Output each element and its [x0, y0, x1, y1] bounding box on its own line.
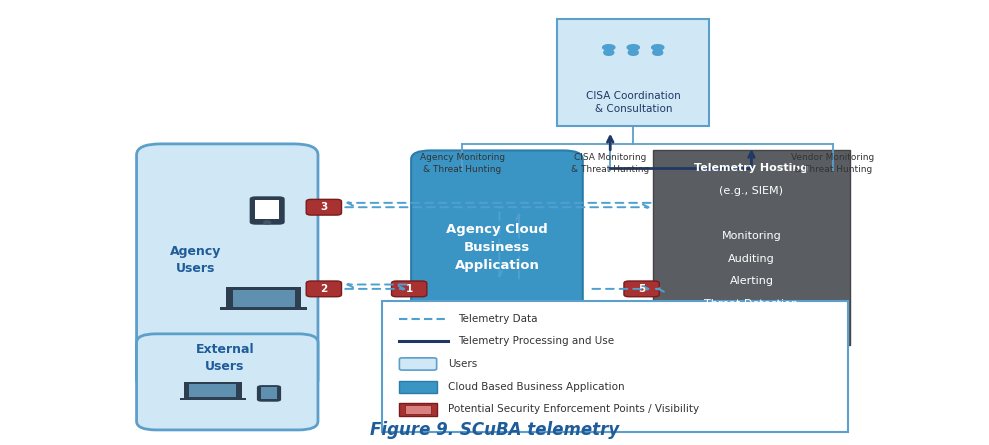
FancyBboxPatch shape: [136, 144, 318, 391]
Text: Telemetry Processing and Use: Telemetry Processing and Use: [458, 336, 614, 346]
Text: Alerting: Alerting: [730, 276, 773, 287]
FancyBboxPatch shape: [307, 281, 341, 297]
FancyBboxPatch shape: [557, 20, 709, 126]
FancyBboxPatch shape: [628, 49, 639, 56]
Text: Agency Monitoring
& Threat Hunting: Agency Monitoring & Threat Hunting: [419, 153, 504, 174]
Text: (e.g., SIEM): (e.g., SIEM): [719, 186, 783, 196]
FancyBboxPatch shape: [136, 334, 318, 430]
FancyBboxPatch shape: [189, 384, 236, 397]
Text: CISA Monitoring
& Threat Hunting: CISA Monitoring & Threat Hunting: [571, 153, 650, 174]
Text: Cloud Based Business Application: Cloud Based Business Application: [448, 382, 625, 392]
FancyBboxPatch shape: [184, 382, 241, 399]
FancyBboxPatch shape: [400, 358, 436, 370]
FancyBboxPatch shape: [260, 387, 278, 399]
FancyBboxPatch shape: [180, 397, 245, 400]
FancyBboxPatch shape: [624, 281, 660, 297]
FancyBboxPatch shape: [603, 49, 614, 56]
Text: CISA Coordination
& Consultation: CISA Coordination & Consultation: [585, 91, 680, 114]
Circle shape: [264, 221, 271, 224]
Text: 2: 2: [320, 284, 327, 294]
FancyBboxPatch shape: [307, 199, 341, 215]
Text: Figure 9. SCuBA telemetry: Figure 9. SCuBA telemetry: [370, 421, 619, 439]
FancyBboxPatch shape: [392, 281, 427, 297]
Text: Auditing: Auditing: [728, 254, 774, 264]
Circle shape: [602, 44, 615, 50]
FancyBboxPatch shape: [255, 200, 280, 219]
FancyBboxPatch shape: [405, 405, 431, 414]
FancyBboxPatch shape: [654, 150, 850, 345]
Text: External
Users: External Users: [196, 343, 254, 373]
FancyBboxPatch shape: [221, 307, 307, 310]
FancyBboxPatch shape: [249, 196, 285, 225]
Text: Vendor Monitoring
& Threat Hunting: Vendor Monitoring & Threat Hunting: [791, 153, 874, 174]
Text: 5: 5: [638, 284, 645, 294]
FancyBboxPatch shape: [225, 287, 302, 309]
Text: Telemetry Hosting: Telemetry Hosting: [694, 163, 808, 173]
Text: Agency Cloud
Business
Application: Agency Cloud Business Application: [446, 223, 548, 272]
Text: Monitoring: Monitoring: [722, 231, 781, 241]
FancyBboxPatch shape: [652, 49, 664, 56]
Text: Potential Security Enforcement Points / Visibility: Potential Security Enforcement Points / …: [448, 405, 699, 414]
FancyBboxPatch shape: [400, 380, 436, 393]
FancyBboxPatch shape: [400, 403, 436, 416]
FancyBboxPatch shape: [257, 385, 281, 402]
Text: 3: 3: [320, 202, 327, 212]
FancyBboxPatch shape: [411, 150, 583, 345]
FancyBboxPatch shape: [382, 301, 848, 432]
Text: Agency
Users: Agency Users: [170, 245, 222, 275]
Text: 1: 1: [405, 284, 412, 294]
Text: Users: Users: [448, 359, 478, 369]
Circle shape: [652, 44, 664, 50]
Circle shape: [627, 44, 639, 50]
Text: Threat Detection: Threat Detection: [704, 299, 798, 309]
Text: Telemetry Data: Telemetry Data: [458, 314, 538, 324]
FancyBboxPatch shape: [232, 290, 295, 307]
